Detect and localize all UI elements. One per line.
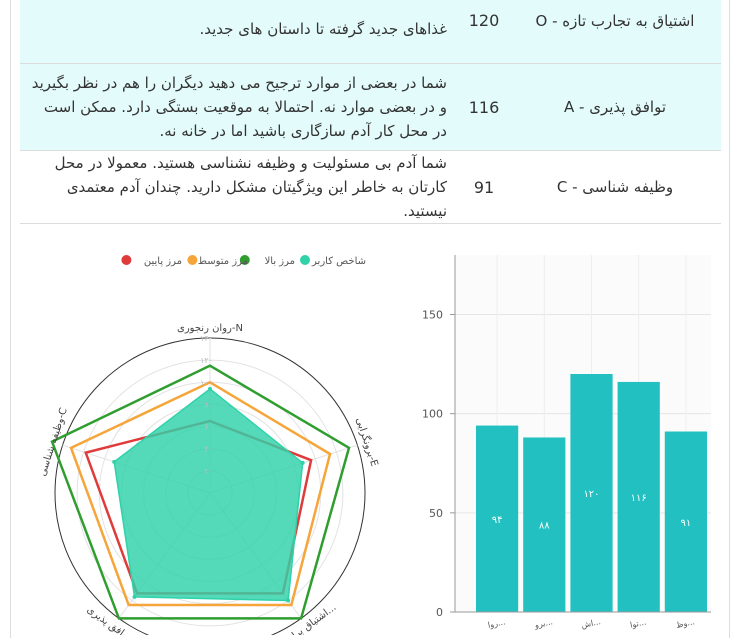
radar-tick-label: ۱۲۰ bbox=[200, 356, 213, 365]
radar-axis-label: برونگرایی-E bbox=[353, 416, 380, 468]
bar-y-tick: 50 bbox=[429, 507, 443, 520]
legend-swatch bbox=[300, 255, 310, 265]
trait-name: وظیفه شناسی - C bbox=[509, 150, 721, 224]
legend-label: مرز پایین bbox=[144, 256, 182, 267]
radar-tick-label: ۸۰ bbox=[204, 400, 213, 409]
bar-value-label: ۹۱ bbox=[681, 518, 692, 529]
bar-y-tick: 150 bbox=[422, 309, 443, 322]
radar-axis-label: توافق پذیری-A bbox=[85, 604, 141, 635]
bar-category-label: اش... bbox=[580, 617, 601, 630]
bar-category-label: وظ... bbox=[675, 617, 695, 630]
radar-user-point bbox=[286, 598, 291, 603]
legend-label: مرز بالا bbox=[265, 256, 295, 267]
radar-tick-label: ۲۰ bbox=[204, 467, 213, 476]
bar bbox=[570, 374, 613, 612]
trait-description: غذاهای جدید گرفته تا داستان های جدید. bbox=[20, 0, 459, 64]
trait-name: اشتیاق به تجارب تازه - O bbox=[509, 0, 721, 64]
bar-y-tick: 100 bbox=[422, 408, 443, 421]
radar-tick-label: ۱۰۰ bbox=[200, 378, 213, 387]
bar-category-label: روا... bbox=[487, 617, 506, 629]
legend-label: مرز متوسط bbox=[198, 256, 248, 267]
legend-label: شاخص کاربر bbox=[311, 256, 366, 267]
radar-user-point bbox=[300, 460, 305, 465]
table-row: وظیفه شناسی - C 91 شما آدم بی مسئولیت و … bbox=[20, 150, 721, 224]
bar bbox=[476, 425, 519, 612]
radar-axis-label: وظیفه شناسی-C bbox=[37, 407, 69, 478]
bar-category-label: برو... bbox=[533, 617, 554, 630]
radar-user-point bbox=[208, 386, 212, 391]
bar-value-label: ۸۸ bbox=[539, 521, 550, 532]
trait-score: 91 bbox=[459, 150, 509, 224]
radar-series-1 bbox=[50, 364, 351, 620]
radar-tick-label: ۶۰ bbox=[204, 423, 213, 432]
trait-description: شما در بعضی از موارد ترجیح می دهید دیگرا… bbox=[20, 63, 459, 151]
table-row: اشتیاق به تجارب تازه - O 120 غذاهای جدید… bbox=[20, 0, 721, 64]
radar-axis-label: روان رنجوری-N bbox=[177, 323, 243, 334]
bar bbox=[664, 431, 707, 612]
trait-score: 116 bbox=[459, 63, 509, 151]
radar-user-point bbox=[112, 459, 117, 464]
radar-series-2 bbox=[69, 380, 332, 607]
radar-tick-label: ۱۴۰ bbox=[200, 334, 213, 343]
trait-score: 120 bbox=[459, 0, 509, 64]
legend-swatch bbox=[239, 255, 250, 265]
traits-table: اشتیاق به تجارب تازه - O 120 غذاهای جدید… bbox=[20, 0, 721, 224]
radar-tick-label: ۴۰ bbox=[204, 445, 213, 454]
bar-y-tick: 0 bbox=[436, 606, 443, 619]
table-row: توافق پذیری - A 116 شما در بعضی از موارد… bbox=[20, 63, 721, 151]
trait-description: شما آدم بی مسئولیت و وظیفه نشناسی هستید.… bbox=[20, 150, 459, 224]
bar-value-label: ۱۱۶ bbox=[631, 493, 647, 504]
bar-value-label: ۱۲۰ bbox=[583, 489, 599, 500]
content-frame bbox=[10, 0, 730, 638]
legend-swatch bbox=[121, 255, 132, 265]
bar-category-label: توا... bbox=[629, 617, 647, 629]
bar bbox=[617, 381, 660, 612]
bar bbox=[523, 437, 566, 612]
bar-value-label: ۹۴ bbox=[492, 515, 503, 526]
trait-name: توافق پذیری - A bbox=[509, 63, 721, 151]
radar-user-point bbox=[132, 594, 137, 599]
legend-swatch bbox=[187, 255, 198, 265]
radar-user-area bbox=[113, 387, 304, 602]
